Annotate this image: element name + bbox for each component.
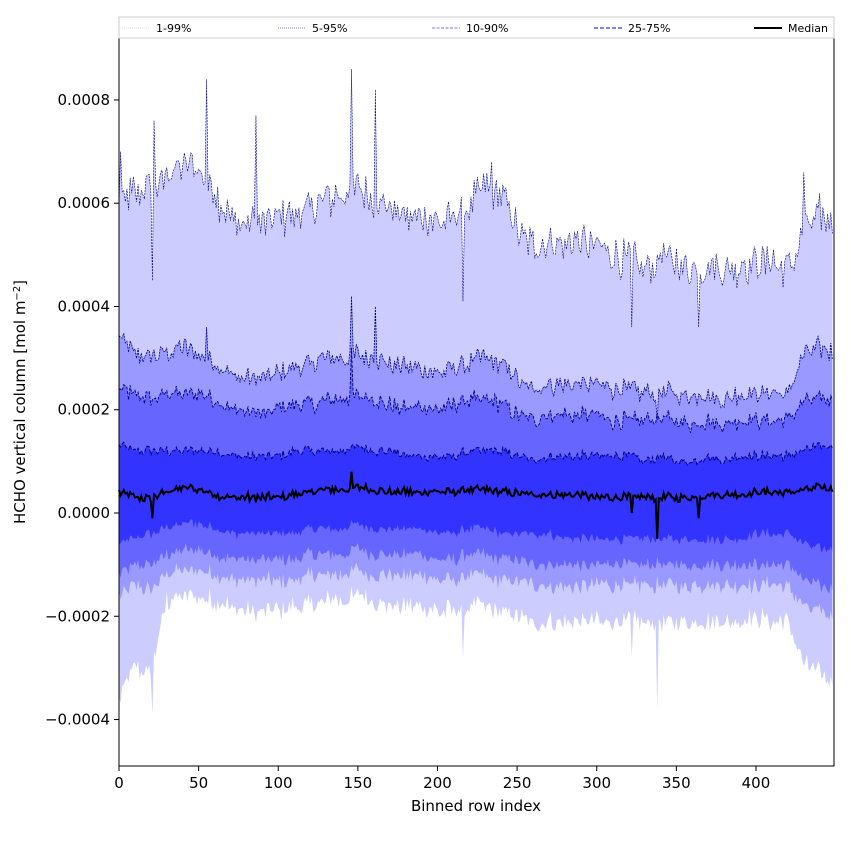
legend: 1-99% 5-95% 10-90% 25-75% Median xyxy=(118,16,835,39)
percentile-bands xyxy=(119,68,833,715)
y-axis-label-superscript: −2 xyxy=(12,286,23,301)
y-tick-label: −0.0002 xyxy=(45,607,110,625)
line-p90 xyxy=(118,347,833,434)
line-p99 xyxy=(118,68,833,328)
x-tick-label: 350 xyxy=(662,774,691,792)
line-p75 xyxy=(118,441,833,467)
legend-label: 1-99% xyxy=(156,22,191,35)
legend-frame xyxy=(118,16,835,39)
x-axis: 0 50 100 150 200 250 300 350 400 xyxy=(114,766,770,792)
legend-label: 5-95% xyxy=(312,22,347,35)
y-tick-label: 0.0008 xyxy=(58,91,111,109)
y-tick-label: −0.0004 xyxy=(45,711,110,729)
legend-label: 10-90% xyxy=(466,22,508,35)
y-tick-label: 0.0004 xyxy=(58,297,111,315)
x-tick-label: 400 xyxy=(742,774,771,792)
x-tick-label: 150 xyxy=(344,774,373,792)
legend-label: Median xyxy=(788,22,828,35)
percentile-lines xyxy=(118,68,834,539)
legend-label: 25-75% xyxy=(628,22,670,35)
y-tick-label: 0.0000 xyxy=(58,504,111,522)
y-axis: −0.0004 −0.0002 0.0000 0.0002 0.0004 0.0006 0.… xyxy=(45,91,119,729)
x-axis-label: Binned row index xyxy=(411,797,541,815)
line-median xyxy=(118,471,834,539)
band-25-75 xyxy=(119,442,833,553)
y-tick-label: 0.0006 xyxy=(58,194,111,212)
x-tick-label: 50 xyxy=(189,774,208,792)
x-tick-label: 0 xyxy=(114,774,124,792)
x-tick-label: 250 xyxy=(503,774,532,792)
x-tick-label: 300 xyxy=(582,774,611,792)
y-tick-label: 0.0002 xyxy=(58,401,111,419)
y-axis-label: HCHO vertical column [mol m−2] xyxy=(11,280,29,524)
x-tick-label: 200 xyxy=(423,774,452,792)
x-tick-label: 100 xyxy=(264,774,293,792)
